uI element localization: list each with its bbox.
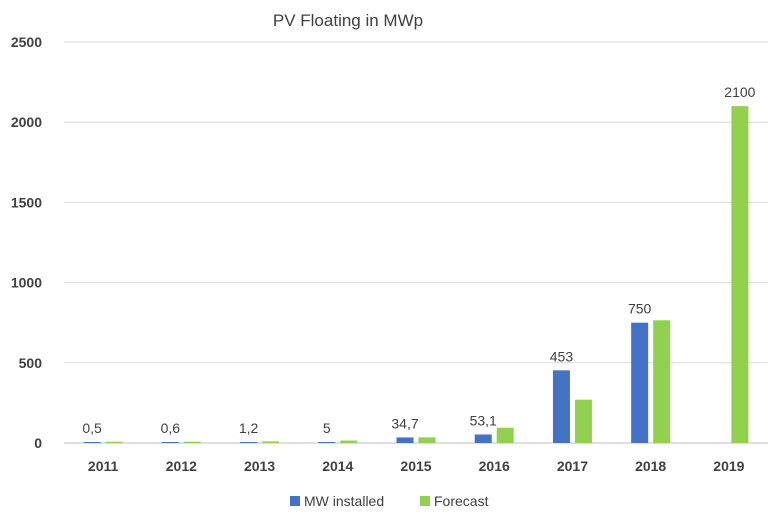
bar-forecast <box>183 441 201 443</box>
x-tick-label: 2012 <box>166 458 197 474</box>
x-tick-label: 2013 <box>244 458 275 474</box>
data-label: 750 <box>628 301 652 317</box>
legend-label: Forecast <box>434 493 489 509</box>
bar-mw-installed <box>631 322 649 443</box>
data-label: 5 <box>323 420 331 436</box>
legend-label: MW installed <box>304 493 384 509</box>
data-label: 53,1 <box>470 412 497 428</box>
bar-forecast <box>418 437 436 443</box>
bar-forecast <box>340 440 358 443</box>
data-labels: 0,5 0,6 1,2 5 34,7 53,1 453 750 2100 <box>82 84 755 436</box>
y-axis-ticks: 0 500 1000 1500 2000 2500 <box>11 34 42 451</box>
y-tick-label: 0 <box>34 435 42 451</box>
x-tick-label: 2018 <box>635 458 666 474</box>
y-tick-label: 2000 <box>11 114 42 130</box>
legend-swatch <box>290 496 300 506</box>
data-label: 34,7 <box>391 415 418 431</box>
legend: MW installed Forecast <box>290 493 489 509</box>
bar-forecast <box>496 427 514 443</box>
y-tick-label: 2500 <box>11 34 42 50</box>
bar-mw-installed <box>83 442 101 443</box>
y-tick-label: 500 <box>19 355 43 371</box>
x-tick-label: 2016 <box>479 458 510 474</box>
data-label: 2100 <box>724 84 755 100</box>
bar-mw-installed <box>240 442 258 443</box>
data-label: 1,2 <box>239 420 259 436</box>
bar-mw-installed <box>474 434 492 443</box>
x-axis-ticks: 2011 2012 2013 2014 2015 2016 2017 2018 2019 <box>88 458 745 474</box>
x-tick-label: 2015 <box>400 458 431 474</box>
bar-mw-installed <box>396 437 414 443</box>
x-tick-label: 2017 <box>557 458 588 474</box>
x-tick-label: 2014 <box>322 458 353 474</box>
data-label: 453 <box>550 348 574 364</box>
x-tick-label: 2019 <box>713 458 744 474</box>
bar-forecast <box>653 320 671 443</box>
data-label: 0,6 <box>161 420 181 436</box>
chart-title: PV Floating in MWp <box>273 11 423 30</box>
data-label: 0,5 <box>82 420 102 436</box>
bar-forecast <box>731 106 749 443</box>
bars <box>83 106 749 443</box>
y-tick-label: 1000 <box>11 275 42 291</box>
bar-forecast <box>105 441 123 443</box>
bar-mw-installed <box>552 370 570 443</box>
gridlines <box>64 41 768 444</box>
x-tick-label: 2011 <box>88 458 119 474</box>
bar-mw-installed <box>318 442 336 443</box>
legend-swatch <box>420 496 430 506</box>
bar-mw-installed <box>161 442 179 443</box>
y-tick-label: 1500 <box>11 194 42 210</box>
bar-forecast <box>262 441 280 443</box>
bar-forecast <box>574 399 592 443</box>
